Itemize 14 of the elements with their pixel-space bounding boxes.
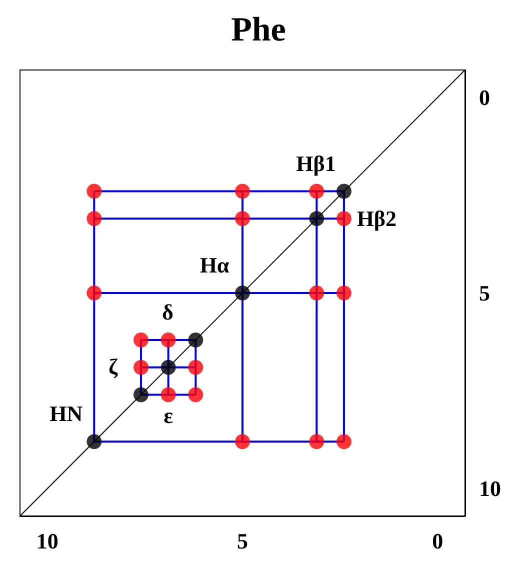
y-tick-label: 5 [479,280,490,306]
annotation: Hβ1 [296,150,336,176]
x-tick-label: 5 [237,528,248,554]
annotation: Hα [200,252,230,278]
annotation: ζ [108,354,118,380]
annotation: ε [164,402,174,428]
x-tick-label: 10 [36,528,58,554]
y-tick-label: 10 [479,476,501,502]
annotation: δ [162,299,174,324]
annotation: HN [50,401,83,426]
annotation: Hβ2 [356,206,397,232]
x-tick-label: 0 [432,528,444,554]
y-tick-label: 0 [479,84,490,110]
chart-title: Phe [231,12,286,48]
